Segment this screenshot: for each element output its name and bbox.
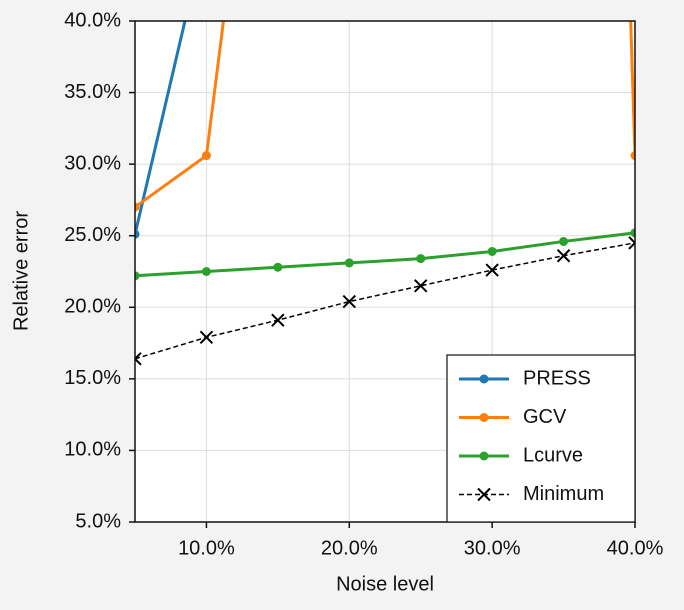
marker (479, 374, 489, 384)
series-line (135, 242, 635, 360)
series-line (135, 231, 635, 278)
marker (630, 228, 635, 238)
marker (342, 294, 356, 309)
legend-label: GCV (523, 406, 567, 428)
y-tick-label: 25.0% (64, 224, 121, 246)
marker (479, 413, 489, 422)
marker (477, 487, 491, 502)
legend-label: PRESS (523, 367, 591, 389)
marker (135, 202, 140, 212)
y-tick-label: 10.0% (64, 439, 121, 461)
y-tick-label: 35.0% (64, 81, 121, 103)
marker (487, 246, 497, 256)
marker (201, 151, 211, 161)
y-tick-label: 30.0% (64, 152, 121, 174)
marker (416, 254, 426, 264)
marker (559, 236, 569, 246)
y-tick-label: 5.0% (75, 510, 121, 532)
marker (556, 249, 571, 263)
y-tick-label: 20.0% (64, 296, 121, 318)
y-tick-label: 40.0% (64, 9, 121, 31)
y-axis-label: Relative error (10, 211, 32, 331)
marker (135, 352, 142, 366)
legend-label: Minimum (523, 483, 604, 505)
marker (485, 263, 499, 277)
marker (135, 271, 140, 281)
x-tick-label: 20.0% (321, 537, 378, 559)
marker (628, 236, 635, 250)
series-line (135, 21, 187, 235)
marker (135, 229, 140, 239)
x-axis-label: Noise level (336, 573, 434, 595)
x-tick-label: 30.0% (464, 537, 521, 559)
marker (273, 262, 283, 272)
y-tick-label: 15.0% (64, 367, 121, 389)
marker (630, 151, 635, 161)
marker (414, 279, 428, 293)
legend-label: Lcurve (523, 444, 583, 466)
marker (479, 451, 489, 461)
marker (344, 258, 354, 268)
marker (199, 330, 214, 345)
x-tick-label: 40.0% (607, 537, 664, 559)
marker (201, 267, 211, 276)
x-tick-label: 10.0% (178, 537, 235, 559)
marker (271, 313, 285, 327)
plot-frame (134, 20, 636, 523)
